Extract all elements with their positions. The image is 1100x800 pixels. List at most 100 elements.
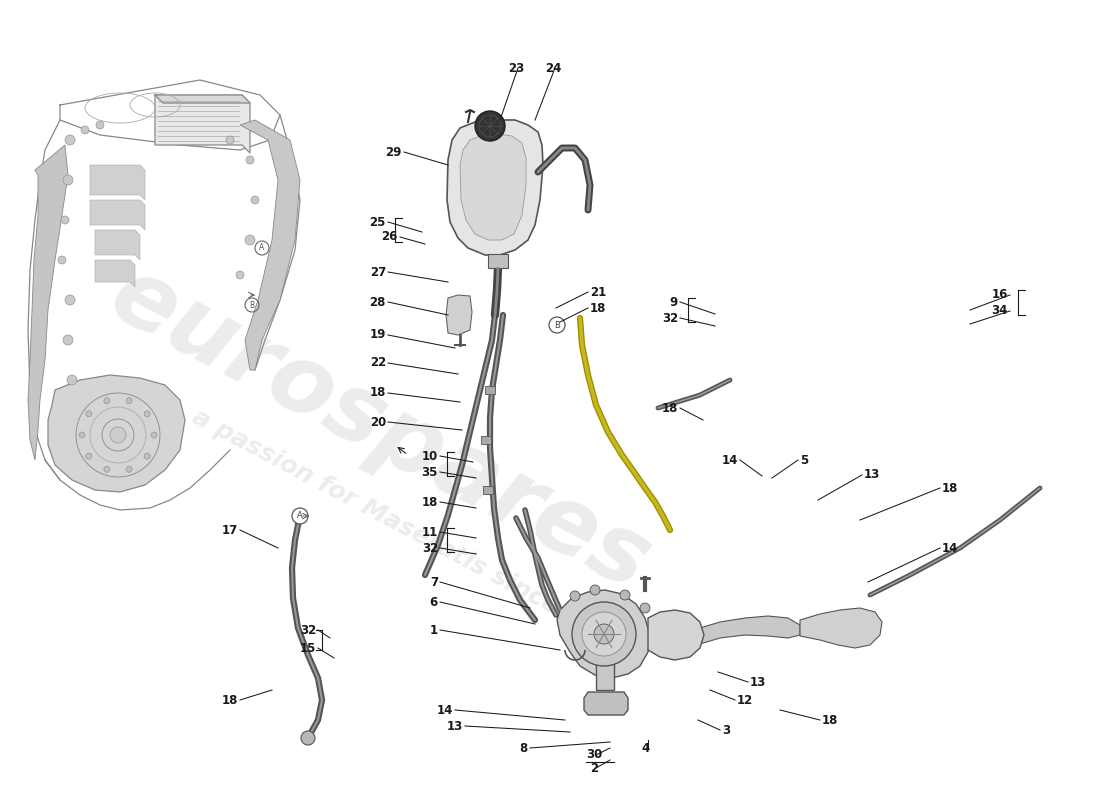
Text: 18: 18 — [942, 482, 958, 494]
Polygon shape — [460, 134, 526, 240]
Polygon shape — [800, 608, 882, 648]
Text: 8: 8 — [519, 742, 528, 754]
Circle shape — [63, 335, 73, 345]
Text: 2: 2 — [590, 762, 598, 774]
Text: 16: 16 — [991, 289, 1008, 302]
Polygon shape — [48, 375, 185, 492]
Circle shape — [236, 271, 244, 279]
Polygon shape — [155, 95, 250, 153]
Polygon shape — [90, 165, 145, 200]
Polygon shape — [155, 95, 250, 103]
Text: 13: 13 — [447, 719, 463, 733]
Circle shape — [301, 731, 315, 745]
Polygon shape — [648, 610, 704, 660]
Text: B: B — [250, 301, 254, 310]
Bar — [596, 660, 614, 690]
Text: 7: 7 — [430, 575, 438, 589]
Text: 1: 1 — [430, 623, 438, 637]
Text: 19: 19 — [370, 329, 386, 342]
Circle shape — [570, 591, 580, 601]
Circle shape — [226, 136, 234, 144]
Text: 18: 18 — [370, 386, 386, 399]
Circle shape — [151, 432, 157, 438]
Polygon shape — [557, 590, 650, 678]
Circle shape — [96, 121, 104, 129]
Circle shape — [81, 126, 89, 134]
Text: 15: 15 — [299, 642, 316, 654]
Text: eurospares: eurospares — [95, 249, 666, 611]
Text: 9: 9 — [670, 295, 678, 309]
Text: 12: 12 — [737, 694, 754, 706]
Circle shape — [620, 590, 630, 600]
Text: 13: 13 — [750, 675, 767, 689]
Text: 3: 3 — [722, 723, 730, 737]
Polygon shape — [95, 230, 140, 260]
Circle shape — [292, 508, 308, 524]
Circle shape — [60, 216, 69, 224]
Text: 6: 6 — [430, 595, 438, 609]
Text: A: A — [297, 511, 302, 521]
Polygon shape — [240, 120, 300, 370]
Circle shape — [65, 135, 75, 145]
Circle shape — [640, 603, 650, 613]
Circle shape — [594, 624, 614, 644]
Text: 34: 34 — [991, 305, 1008, 318]
Text: 11: 11 — [421, 526, 438, 538]
Circle shape — [582, 612, 626, 656]
Text: 32: 32 — [299, 623, 316, 637]
Text: 18: 18 — [661, 402, 678, 414]
Polygon shape — [447, 120, 543, 255]
Text: 35: 35 — [421, 466, 438, 478]
Text: 25: 25 — [370, 215, 386, 229]
Circle shape — [246, 156, 254, 164]
Text: 18: 18 — [221, 694, 238, 706]
Polygon shape — [584, 692, 628, 715]
Circle shape — [65, 295, 75, 305]
Circle shape — [590, 585, 600, 595]
Text: a passion for Maseratis since 1985: a passion for Maseratis since 1985 — [188, 404, 632, 656]
Circle shape — [79, 432, 85, 438]
Circle shape — [144, 411, 150, 417]
Text: 14: 14 — [942, 542, 958, 554]
Text: 23: 23 — [508, 62, 524, 74]
Text: 32: 32 — [662, 311, 678, 325]
Circle shape — [245, 235, 255, 245]
Text: 18: 18 — [822, 714, 838, 726]
Text: 4: 4 — [642, 742, 650, 754]
Circle shape — [549, 317, 565, 333]
Text: 32: 32 — [421, 542, 438, 554]
Text: A: A — [260, 243, 265, 253]
Text: 22: 22 — [370, 357, 386, 370]
Circle shape — [251, 196, 258, 204]
Text: 13: 13 — [864, 469, 880, 482]
Bar — [488, 254, 508, 268]
Polygon shape — [446, 295, 472, 335]
Text: 29: 29 — [386, 146, 402, 158]
Circle shape — [58, 256, 66, 264]
Circle shape — [126, 466, 132, 472]
Circle shape — [110, 427, 126, 443]
Text: 26: 26 — [382, 230, 398, 243]
Text: 14: 14 — [437, 703, 453, 717]
Text: 24: 24 — [544, 62, 561, 74]
Polygon shape — [95, 260, 135, 287]
Polygon shape — [28, 145, 68, 460]
Text: 10: 10 — [421, 450, 438, 462]
Circle shape — [103, 398, 110, 404]
Text: 5: 5 — [800, 454, 808, 466]
Circle shape — [67, 375, 77, 385]
Text: 18: 18 — [421, 495, 438, 509]
Circle shape — [86, 411, 92, 417]
Text: 21: 21 — [590, 286, 606, 298]
Circle shape — [126, 398, 132, 404]
Polygon shape — [90, 200, 145, 230]
Bar — [481, 436, 491, 444]
Circle shape — [572, 602, 636, 666]
Text: 17: 17 — [222, 523, 238, 537]
Text: 27: 27 — [370, 266, 386, 278]
Text: 20: 20 — [370, 415, 386, 429]
Text: 30: 30 — [586, 749, 602, 762]
Circle shape — [103, 466, 110, 472]
Text: 14: 14 — [722, 454, 738, 466]
Circle shape — [475, 111, 505, 141]
